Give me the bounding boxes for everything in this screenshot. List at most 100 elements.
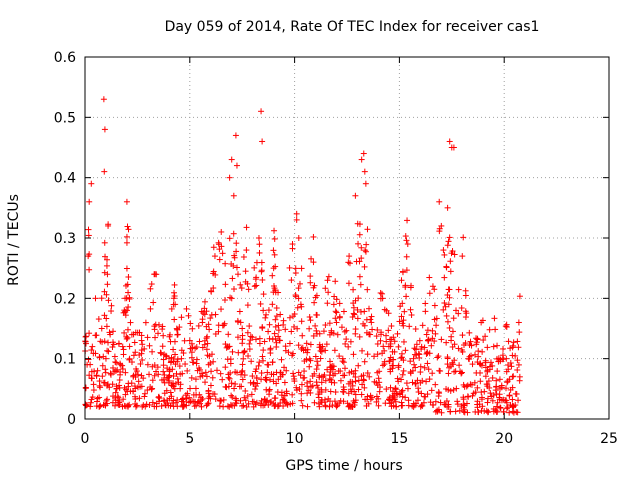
data-point	[244, 302, 251, 309]
data-point	[233, 240, 240, 247]
data-point	[265, 307, 272, 314]
data-point	[87, 361, 94, 368]
data-point	[447, 408, 454, 415]
data-point	[307, 273, 314, 280]
data-point	[289, 350, 296, 357]
data-point	[450, 144, 457, 151]
data-point	[318, 348, 325, 355]
data-point	[148, 281, 155, 288]
data-point	[230, 262, 237, 269]
data-point	[467, 381, 474, 388]
data-point	[510, 339, 517, 346]
data-point	[105, 297, 112, 304]
data-point	[110, 364, 117, 371]
data-point	[256, 241, 263, 248]
data-point	[252, 401, 259, 408]
data-point	[432, 408, 439, 415]
data-point	[324, 277, 331, 284]
data-point	[396, 318, 403, 325]
data-point	[352, 367, 359, 374]
data-point	[177, 371, 184, 378]
data-point	[304, 346, 311, 353]
data-point	[346, 402, 353, 409]
data-point	[263, 398, 270, 405]
data-point	[387, 354, 394, 361]
data-point	[493, 377, 500, 384]
data-point	[192, 345, 199, 352]
data-point	[244, 392, 251, 399]
data-point	[410, 403, 417, 410]
data-point	[203, 346, 210, 353]
data-point	[334, 331, 341, 338]
data-point	[181, 401, 188, 408]
data-point	[185, 312, 192, 319]
data-point	[402, 347, 409, 354]
data-point	[418, 390, 425, 397]
data-point	[466, 356, 473, 363]
data-point	[322, 386, 329, 393]
data-point	[332, 315, 339, 322]
data-point	[153, 271, 160, 278]
data-point	[316, 344, 323, 351]
data-point	[374, 340, 381, 347]
data-point	[356, 333, 363, 340]
data-point	[493, 390, 500, 397]
data-point	[371, 378, 378, 385]
data-point	[246, 323, 253, 330]
data-point	[226, 235, 233, 242]
data-point	[139, 357, 146, 364]
data-point	[435, 353, 442, 360]
data-point	[113, 359, 120, 366]
data-point	[260, 347, 267, 354]
data-point	[182, 361, 189, 368]
data-point	[218, 228, 225, 235]
data-point	[398, 399, 405, 406]
data-point	[206, 353, 213, 360]
data-point	[121, 402, 128, 409]
data-point	[314, 312, 321, 319]
data-point	[295, 295, 302, 302]
data-point	[333, 403, 340, 410]
data-point	[358, 156, 365, 163]
data-point	[402, 284, 409, 291]
data-point	[350, 286, 357, 293]
data-point	[206, 326, 213, 333]
data-point	[152, 321, 159, 328]
data-point	[358, 391, 365, 398]
y-tick-label: 0.5	[54, 110, 76, 126]
data-point	[438, 409, 445, 416]
data-point	[301, 374, 308, 381]
data-point	[170, 346, 177, 353]
data-point	[339, 388, 346, 395]
data-point	[262, 374, 269, 381]
data-point	[337, 368, 344, 375]
data-point	[449, 328, 456, 335]
data-point	[408, 312, 415, 319]
x-axis-label: GPS time / hours	[285, 458, 402, 474]
data-point	[356, 221, 363, 228]
data-point	[460, 408, 467, 415]
data-point	[358, 373, 365, 380]
data-point	[254, 380, 261, 387]
data-point	[444, 318, 451, 325]
data-point	[92, 295, 99, 302]
data-point	[443, 339, 450, 346]
data-point	[86, 251, 93, 258]
data-point	[85, 356, 92, 363]
x-tick-label: 10	[286, 431, 304, 447]
data-point	[284, 401, 291, 408]
data-point	[170, 397, 177, 404]
data-point	[270, 371, 277, 378]
data-point	[164, 397, 171, 404]
data-point	[399, 300, 406, 307]
data-point	[228, 380, 235, 387]
data-point	[355, 240, 362, 247]
data-point	[459, 253, 466, 260]
data-point	[104, 347, 111, 354]
data-point	[239, 367, 246, 374]
data-point	[512, 352, 519, 359]
data-point	[158, 350, 165, 357]
data-point	[307, 378, 314, 385]
data-point	[322, 347, 329, 354]
data-point	[103, 256, 110, 263]
